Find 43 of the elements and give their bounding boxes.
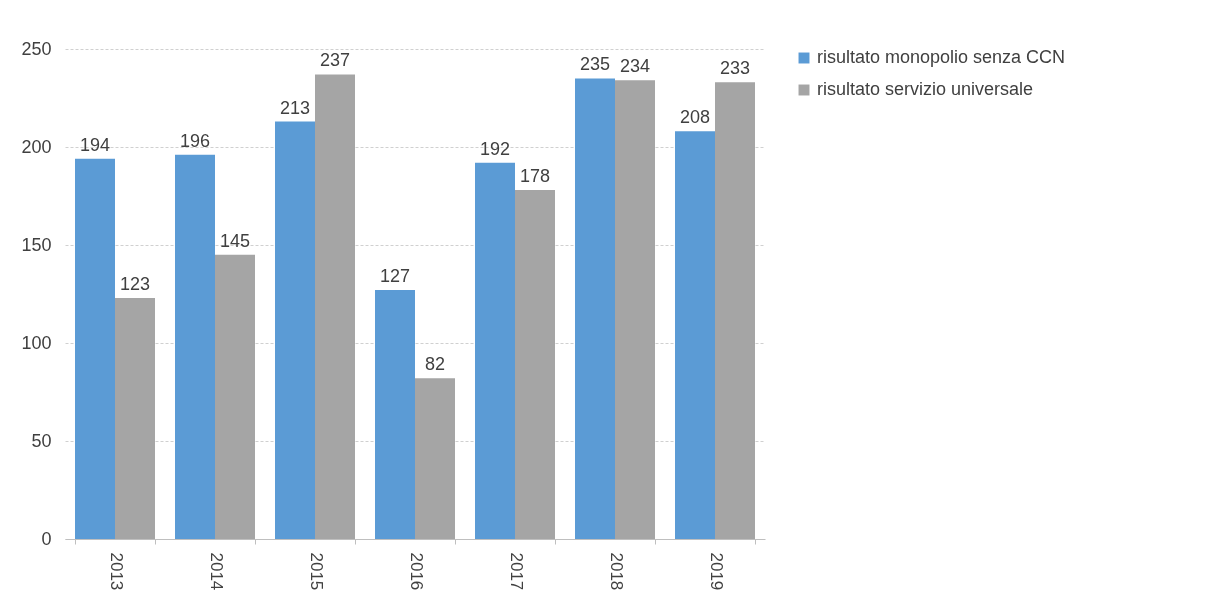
x-tick-label: 2014 [206,552,226,591]
data-label: 208 [679,107,711,128]
y-tick-label: 200 [21,136,52,157]
y-tick-label: 50 [31,430,52,451]
data-label: 235 [579,54,611,75]
bar [375,290,415,539]
bar [115,297,155,539]
bar [275,121,315,539]
x-tick-label: 2015 [306,552,326,591]
legend-label: risultato servizio universale [817,79,1034,99]
data-label: 178 [519,166,551,187]
data-label: 123 [119,273,151,294]
bar [415,378,455,539]
x-tick-label: 2016 [406,552,426,591]
data-label: 127 [379,266,411,287]
bar [315,74,355,539]
bar [75,158,115,539]
y-tick-label: 100 [21,332,52,353]
y-tick-label: 0 [41,528,52,549]
y-tick-label: 250 [21,38,52,59]
data-label: 233 [719,58,751,79]
legend-label: risultato monopolio senza CCN [817,47,1066,67]
bar [175,154,215,539]
x-tick-label: 2018 [606,552,626,591]
y-tick-label: 150 [21,234,52,255]
data-label: 196 [179,130,211,151]
data-label: 234 [619,56,651,77]
data-label: 194 [79,134,111,155]
bar [575,78,615,539]
data-label: 237 [319,50,351,71]
data-label: 82 [424,354,446,375]
bar [615,80,655,539]
bar [515,190,555,539]
bar [715,82,755,539]
data-label: 145 [219,230,251,251]
bar [475,162,515,539]
data-label: 192 [479,138,511,159]
x-tick-label: 2019 [706,552,726,591]
bar [215,254,255,539]
x-tick-label: 2013 [106,552,126,591]
bar [675,131,715,539]
x-tick-label: 2017 [506,552,526,591]
data-label: 213 [279,97,311,118]
